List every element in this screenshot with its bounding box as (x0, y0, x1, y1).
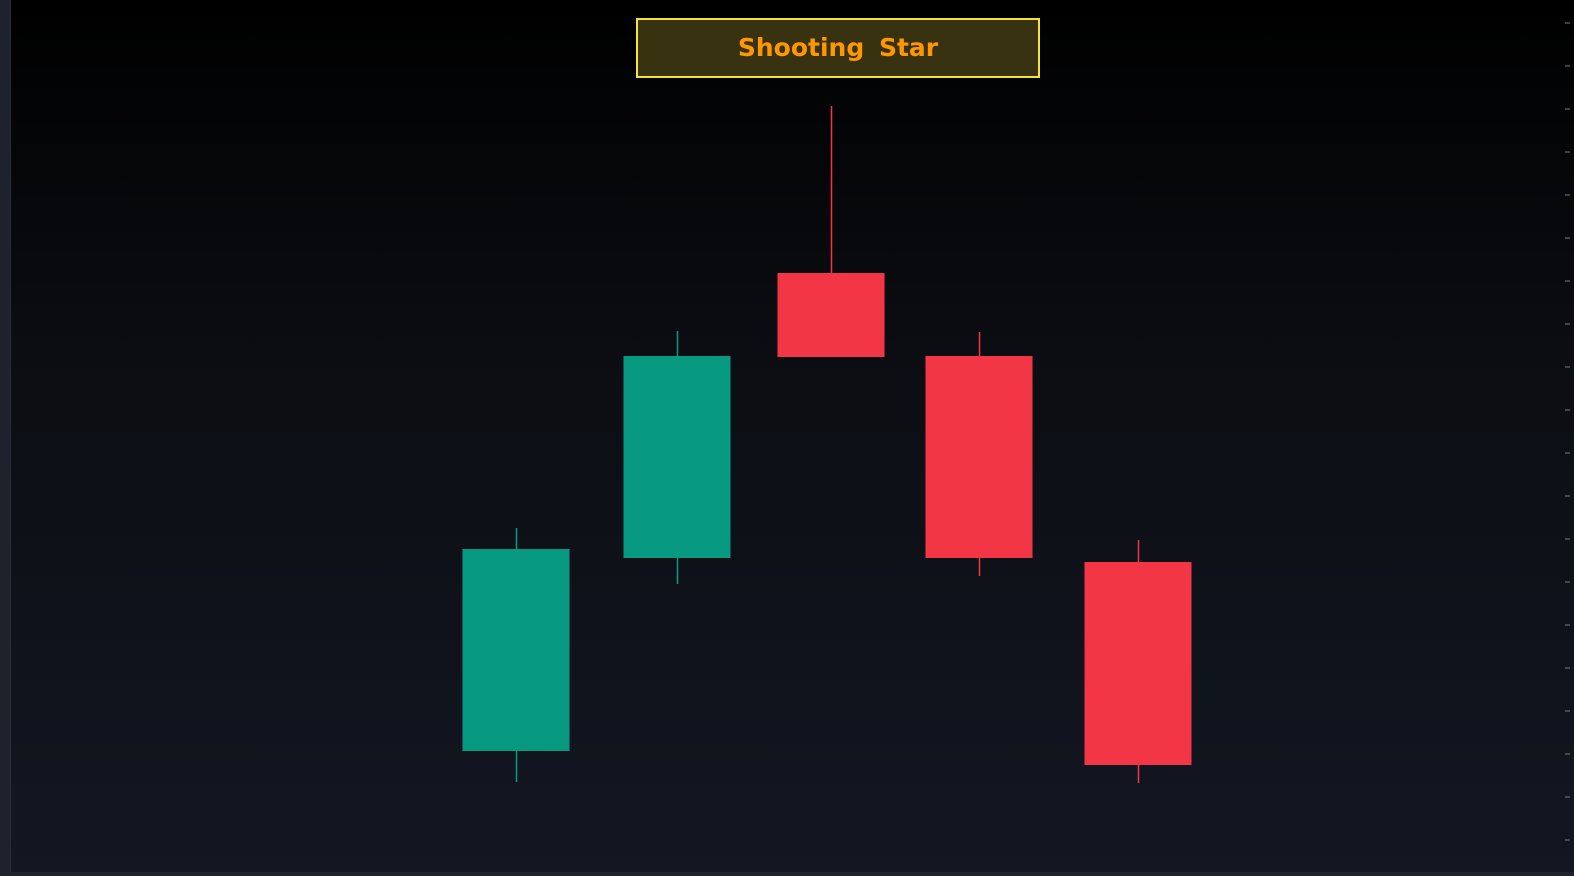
chart-title: Shooting Star (636, 18, 1040, 78)
bottom-edge (0, 872, 1574, 876)
candle-body[interactable] (1084, 562, 1192, 765)
chart-area[interactable] (11, 0, 1574, 872)
candle-body[interactable] (777, 273, 885, 357)
candle-body[interactable] (462, 549, 570, 751)
left-toolbar-edge (0, 0, 11, 876)
candle-body[interactable] (623, 356, 731, 558)
candle-body[interactable] (925, 356, 1033, 558)
